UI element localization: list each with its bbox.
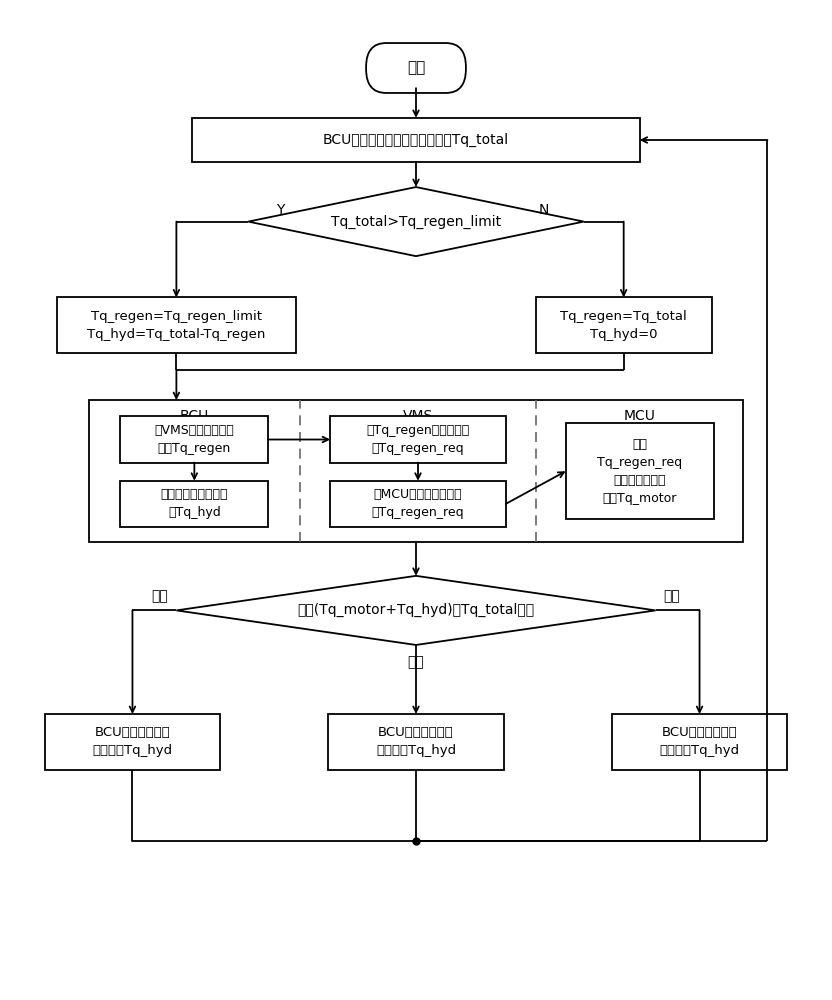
Bar bbox=[121, 416, 268, 463]
Bar bbox=[536, 297, 711, 353]
Bar bbox=[330, 416, 506, 463]
Bar bbox=[192, 118, 640, 162]
Text: 比较(Tq_motor+Tq_hyd)与Tq_total大小: 比较(Tq_motor+Tq_hyd)与Tq_total大小 bbox=[297, 603, 535, 617]
Bar bbox=[121, 481, 268, 527]
Bar bbox=[330, 481, 506, 527]
Text: BCU: BCU bbox=[180, 409, 209, 423]
Text: BCU控制液压调节
模块保持Tq_hyd: BCU控制液压调节 模块保持Tq_hyd bbox=[376, 726, 456, 757]
FancyBboxPatch shape bbox=[366, 43, 466, 93]
Text: Tq_total>Tq_regen_limit: Tq_total>Tq_regen_limit bbox=[331, 215, 501, 229]
Bar bbox=[612, 714, 787, 770]
Bar bbox=[88, 400, 744, 542]
Text: Tq_regen=Tq_regen_limit
Tq_hyd=Tq_total-Tq_regen: Tq_regen=Tq_regen_limit Tq_hyd=Tq_total-… bbox=[87, 310, 265, 341]
Text: 小于: 小于 bbox=[664, 589, 681, 603]
Text: BCU控制液压调节
模块增大Tq_hyd: BCU控制液压调节 模块增大Tq_hyd bbox=[660, 726, 740, 757]
Text: 对Tq_regen进行处理得
到Tq_regen_req: 对Tq_regen进行处理得 到Tq_regen_req bbox=[366, 424, 469, 455]
Text: 向MCU请求再生制动扭
矩Tq_regen_req: 向MCU请求再生制动扭 矩Tq_regen_req bbox=[372, 488, 464, 519]
Text: Tq_regen=Tq_total
Tq_hyd=0: Tq_regen=Tq_total Tq_hyd=0 bbox=[560, 310, 687, 341]
Text: 等于: 等于 bbox=[408, 655, 424, 669]
Text: 控制液压调节模块减
小Tq_hyd: 控制液压调节模块减 小Tq_hyd bbox=[161, 488, 228, 519]
Bar bbox=[566, 423, 714, 519]
Text: MCU: MCU bbox=[624, 409, 656, 423]
Text: BCU计算驱动轮需求的制动扭矩Tq_total: BCU计算驱动轮需求的制动扭矩Tq_total bbox=[323, 133, 509, 147]
Text: N: N bbox=[538, 203, 549, 217]
Polygon shape bbox=[176, 576, 656, 645]
Text: 大于: 大于 bbox=[151, 589, 168, 603]
Text: 向VMS请求再生制动
扭矩Tq_regen: 向VMS请求再生制动 扭矩Tq_regen bbox=[155, 424, 235, 455]
Bar bbox=[57, 297, 296, 353]
Text: Y: Y bbox=[276, 203, 285, 217]
Bar bbox=[328, 714, 504, 770]
Text: VMS: VMS bbox=[403, 409, 433, 423]
Bar bbox=[45, 714, 220, 770]
Text: BCU控制液压调节
模块减小Tq_hyd: BCU控制液压调节 模块减小Tq_hyd bbox=[92, 726, 172, 757]
Polygon shape bbox=[248, 187, 584, 256]
Text: 开始: 开始 bbox=[407, 60, 425, 76]
Text: 执行
Tq_regen_req
并反馈电机实际
扭矩Tq_motor: 执行 Tq_regen_req 并反馈电机实际 扭矩Tq_motor bbox=[597, 438, 682, 505]
